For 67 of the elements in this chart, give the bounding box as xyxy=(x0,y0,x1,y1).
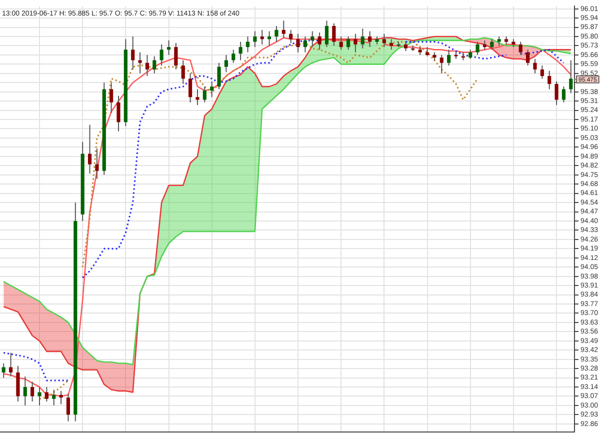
candlestick xyxy=(540,64,544,80)
candlestick xyxy=(425,46,430,57)
candlestick xyxy=(232,49,236,64)
candlestick xyxy=(518,41,522,56)
candlestick xyxy=(238,41,242,61)
candlestick xyxy=(447,49,451,66)
candlestick xyxy=(210,80,214,98)
candlestick xyxy=(253,30,257,48)
candlestick xyxy=(569,60,573,94)
candlestick xyxy=(482,40,487,50)
candlestick xyxy=(38,386,42,406)
candlestick xyxy=(289,29,293,44)
candlestick xyxy=(2,362,6,378)
candlestick xyxy=(310,30,314,48)
candlestick xyxy=(44,386,48,402)
candlestick xyxy=(145,54,150,77)
candlestick xyxy=(296,33,300,53)
candlestick xyxy=(554,80,558,106)
candlestick xyxy=(267,30,272,46)
candlestick xyxy=(66,393,70,422)
candlestick xyxy=(174,42,178,70)
candlestick xyxy=(490,38,494,50)
candlestick xyxy=(8,352,13,377)
candlestick xyxy=(548,70,552,90)
candlestick xyxy=(188,72,192,103)
candlestick xyxy=(360,28,364,49)
candlestick xyxy=(497,36,501,46)
candlestick xyxy=(23,376,27,406)
candlestick xyxy=(368,30,372,48)
candlestick xyxy=(152,56,156,74)
candlestick xyxy=(346,36,350,50)
candlestick xyxy=(468,49,472,60)
candlestick xyxy=(116,95,120,132)
candlestick xyxy=(274,25,278,42)
candlestick xyxy=(217,62,221,90)
candlestick xyxy=(282,20,286,38)
candlestick xyxy=(562,86,566,103)
candlestick xyxy=(260,29,264,45)
candlestick xyxy=(95,148,99,180)
candlestick xyxy=(166,40,171,56)
candlestick xyxy=(16,365,20,402)
candlestick xyxy=(246,36,250,53)
candlestick xyxy=(476,41,480,56)
candlestick xyxy=(533,58,537,74)
candlestick xyxy=(196,88,200,106)
candlestick xyxy=(324,20,329,48)
candlestick xyxy=(303,36,307,53)
candlestick xyxy=(318,32,322,50)
candlestick xyxy=(52,389,56,406)
candlestick xyxy=(160,44,164,66)
candlestick xyxy=(110,82,114,114)
candlestick xyxy=(354,33,358,53)
candlestick xyxy=(202,86,206,103)
candlestick xyxy=(131,36,135,70)
candlestick xyxy=(382,33,386,48)
candlestick xyxy=(404,41,408,52)
candlestick xyxy=(181,60,185,84)
candlestick xyxy=(30,381,34,402)
candlestick xyxy=(224,54,228,73)
candlestick xyxy=(332,22,336,46)
candlestick xyxy=(440,54,444,74)
candlestick xyxy=(59,390,63,405)
candlestick xyxy=(526,49,530,66)
candlestick xyxy=(88,124,92,174)
candlestick xyxy=(390,38,394,50)
candlestick xyxy=(138,52,142,74)
candlestick xyxy=(339,36,343,50)
